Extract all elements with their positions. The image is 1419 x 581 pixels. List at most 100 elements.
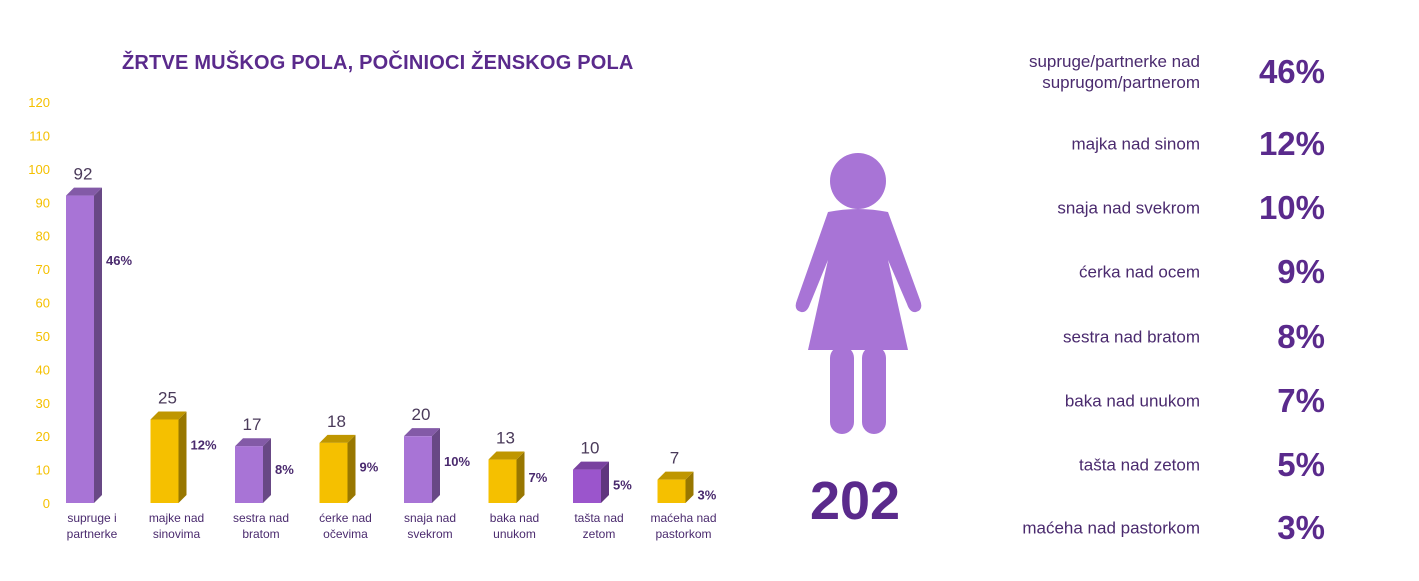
summary-row: majka nad sinom 12% <box>980 114 1380 174</box>
summary-value: 46% <box>1258 53 1325 90</box>
summary-label-line: maćeha nad pastorkom <box>1022 518 1200 538</box>
summary-value: 8% <box>1277 318 1325 355</box>
chart-title: ŽRTVE MUŠKOG POLA, POČINIOCI ŽENSKOG POL… <box>122 52 634 74</box>
bar-percent-label: 9% <box>360 460 379 475</box>
bar-percent-label: 10% <box>444 454 470 469</box>
x-tick-label: maćeha nad <box>650 511 716 525</box>
y-tick-label: 0 <box>43 496 50 511</box>
bar-side <box>94 187 102 504</box>
bar-top <box>488 451 525 460</box>
bar-chart: 0 10 20 30 40 50 60 70 80 90 100 110 120 92 46% supruge… <box>28 95 717 541</box>
bar-side <box>178 411 187 503</box>
woman-body <box>795 209 922 350</box>
x-tick-label: majke nad <box>149 511 204 525</box>
summary-label-line: baka nad unukom <box>1064 391 1200 411</box>
woman-figure <box>790 150 930 445</box>
bar <box>319 442 348 503</box>
x-tick-label: svekrom <box>407 527 452 541</box>
bar <box>150 419 179 503</box>
bar-percent-label: 5% <box>613 478 632 493</box>
bar-value-label: 10 <box>581 439 600 458</box>
bar-percent-label: 46% <box>106 253 132 268</box>
woman-left-leg <box>830 346 854 434</box>
y-tick-label: 110 <box>29 128 50 143</box>
summary-row: ćerka nad ocem 9% <box>980 242 1380 302</box>
bar-value-label: 25 <box>158 388 177 407</box>
bar-value-label: 18 <box>327 412 346 431</box>
bar-side <box>601 461 609 503</box>
bar-top <box>235 438 271 447</box>
summary-label-line: sestra nad bratom <box>1062 327 1200 347</box>
summary-label: snaja nad svekrom <box>940 198 1200 219</box>
y-tick-label: 30 <box>36 396 50 411</box>
summary-row: snaja nad svekrom 10% <box>980 178 1380 238</box>
woman-head <box>830 153 886 209</box>
bar-percent-label: 7% <box>529 470 548 485</box>
bar-top <box>657 471 694 480</box>
bar-percent-label: 8% <box>275 462 294 477</box>
bar-top <box>319 434 356 443</box>
summary-label-line: tašta nad zetom <box>1079 455 1200 475</box>
bar-value-label: 92 <box>74 165 93 184</box>
x-tick-label: tašta nad <box>574 511 623 525</box>
bar-value-label: 13 <box>496 429 515 448</box>
bar <box>235 446 263 503</box>
bar-percent-label: 12% <box>191 437 217 452</box>
bar-side <box>685 471 694 503</box>
summary-row: maćeha nad pastorkom 3% <box>980 498 1380 558</box>
y-tick-label: 50 <box>36 329 50 344</box>
bar-side <box>516 451 525 503</box>
x-tick-label: sinovima <box>153 527 201 541</box>
y-tick-label: 120 <box>28 95 50 110</box>
x-tick-label: unukom <box>493 527 536 541</box>
bar-top <box>573 461 609 470</box>
x-tick-label: pastorkom <box>655 527 711 541</box>
woman-right-leg <box>862 346 886 434</box>
summary-label-line: supruge/partnerke nad <box>1028 52 1200 71</box>
y-tick-label: 70 <box>36 262 50 277</box>
x-tick-label: sestra nad <box>233 511 289 525</box>
bar <box>488 459 517 503</box>
x-tick-label: baka nad <box>490 511 539 525</box>
bar <box>66 195 94 504</box>
summary-row: supruge/partnerke nad suprugom/partnerom 4… <box>980 42 1380 102</box>
bar-percent-label: 3% <box>698 488 717 503</box>
bar <box>657 479 686 503</box>
x-tick-label: partnerke <box>67 527 118 541</box>
bar-top <box>150 411 187 420</box>
summary-label-line: snaja nad svekrom <box>1057 198 1200 218</box>
bar-side <box>263 438 271 503</box>
summary-label: majka nad sinom <box>940 134 1200 155</box>
bar <box>404 436 432 503</box>
x-tick-label: zetom <box>583 527 616 541</box>
bar-value-label: 17 <box>243 415 262 434</box>
bar-top <box>66 187 102 196</box>
summary-label: tašta nad zetom <box>940 455 1200 476</box>
summary-value: 10% <box>1258 189 1325 226</box>
x-tick-label: supruge i <box>67 511 116 525</box>
total-count: 202 <box>809 471 901 531</box>
y-tick-label: 60 <box>36 296 50 311</box>
summary-value: 12% <box>1258 125 1325 162</box>
y-tick-label: 20 <box>36 429 50 444</box>
x-tick-label: ćerke nad <box>319 511 372 525</box>
bar <box>573 469 601 503</box>
summary-row: tašta nad zetom 5% <box>980 435 1380 495</box>
summary-value: 9% <box>1277 253 1325 290</box>
bar-value-label: 7 <box>670 449 679 468</box>
bar-value-label: 20 <box>412 405 431 424</box>
bar-side <box>347 434 356 503</box>
summary-label: supruge/partnerke nad suprugom/partnerom <box>940 51 1200 93</box>
summary-value: 5% <box>1277 446 1325 483</box>
summary-value: 7% <box>1277 382 1325 419</box>
x-tick-label: snaja nad <box>404 511 456 525</box>
summary-label-line: suprugom/partnerom <box>1042 73 1200 92</box>
summary-label-line: majka nad sinom <box>1071 134 1200 154</box>
summary-label: maćeha nad pastorkom <box>940 518 1200 539</box>
y-tick-label: 10 <box>36 463 50 478</box>
y-tick-label: 80 <box>36 229 50 244</box>
summary-row: sestra nad bratom 8% <box>980 307 1380 367</box>
summary-label: baka nad unukom <box>940 391 1200 412</box>
y-tick-label: 90 <box>36 195 50 210</box>
y-tick-label: 100 <box>28 162 50 177</box>
